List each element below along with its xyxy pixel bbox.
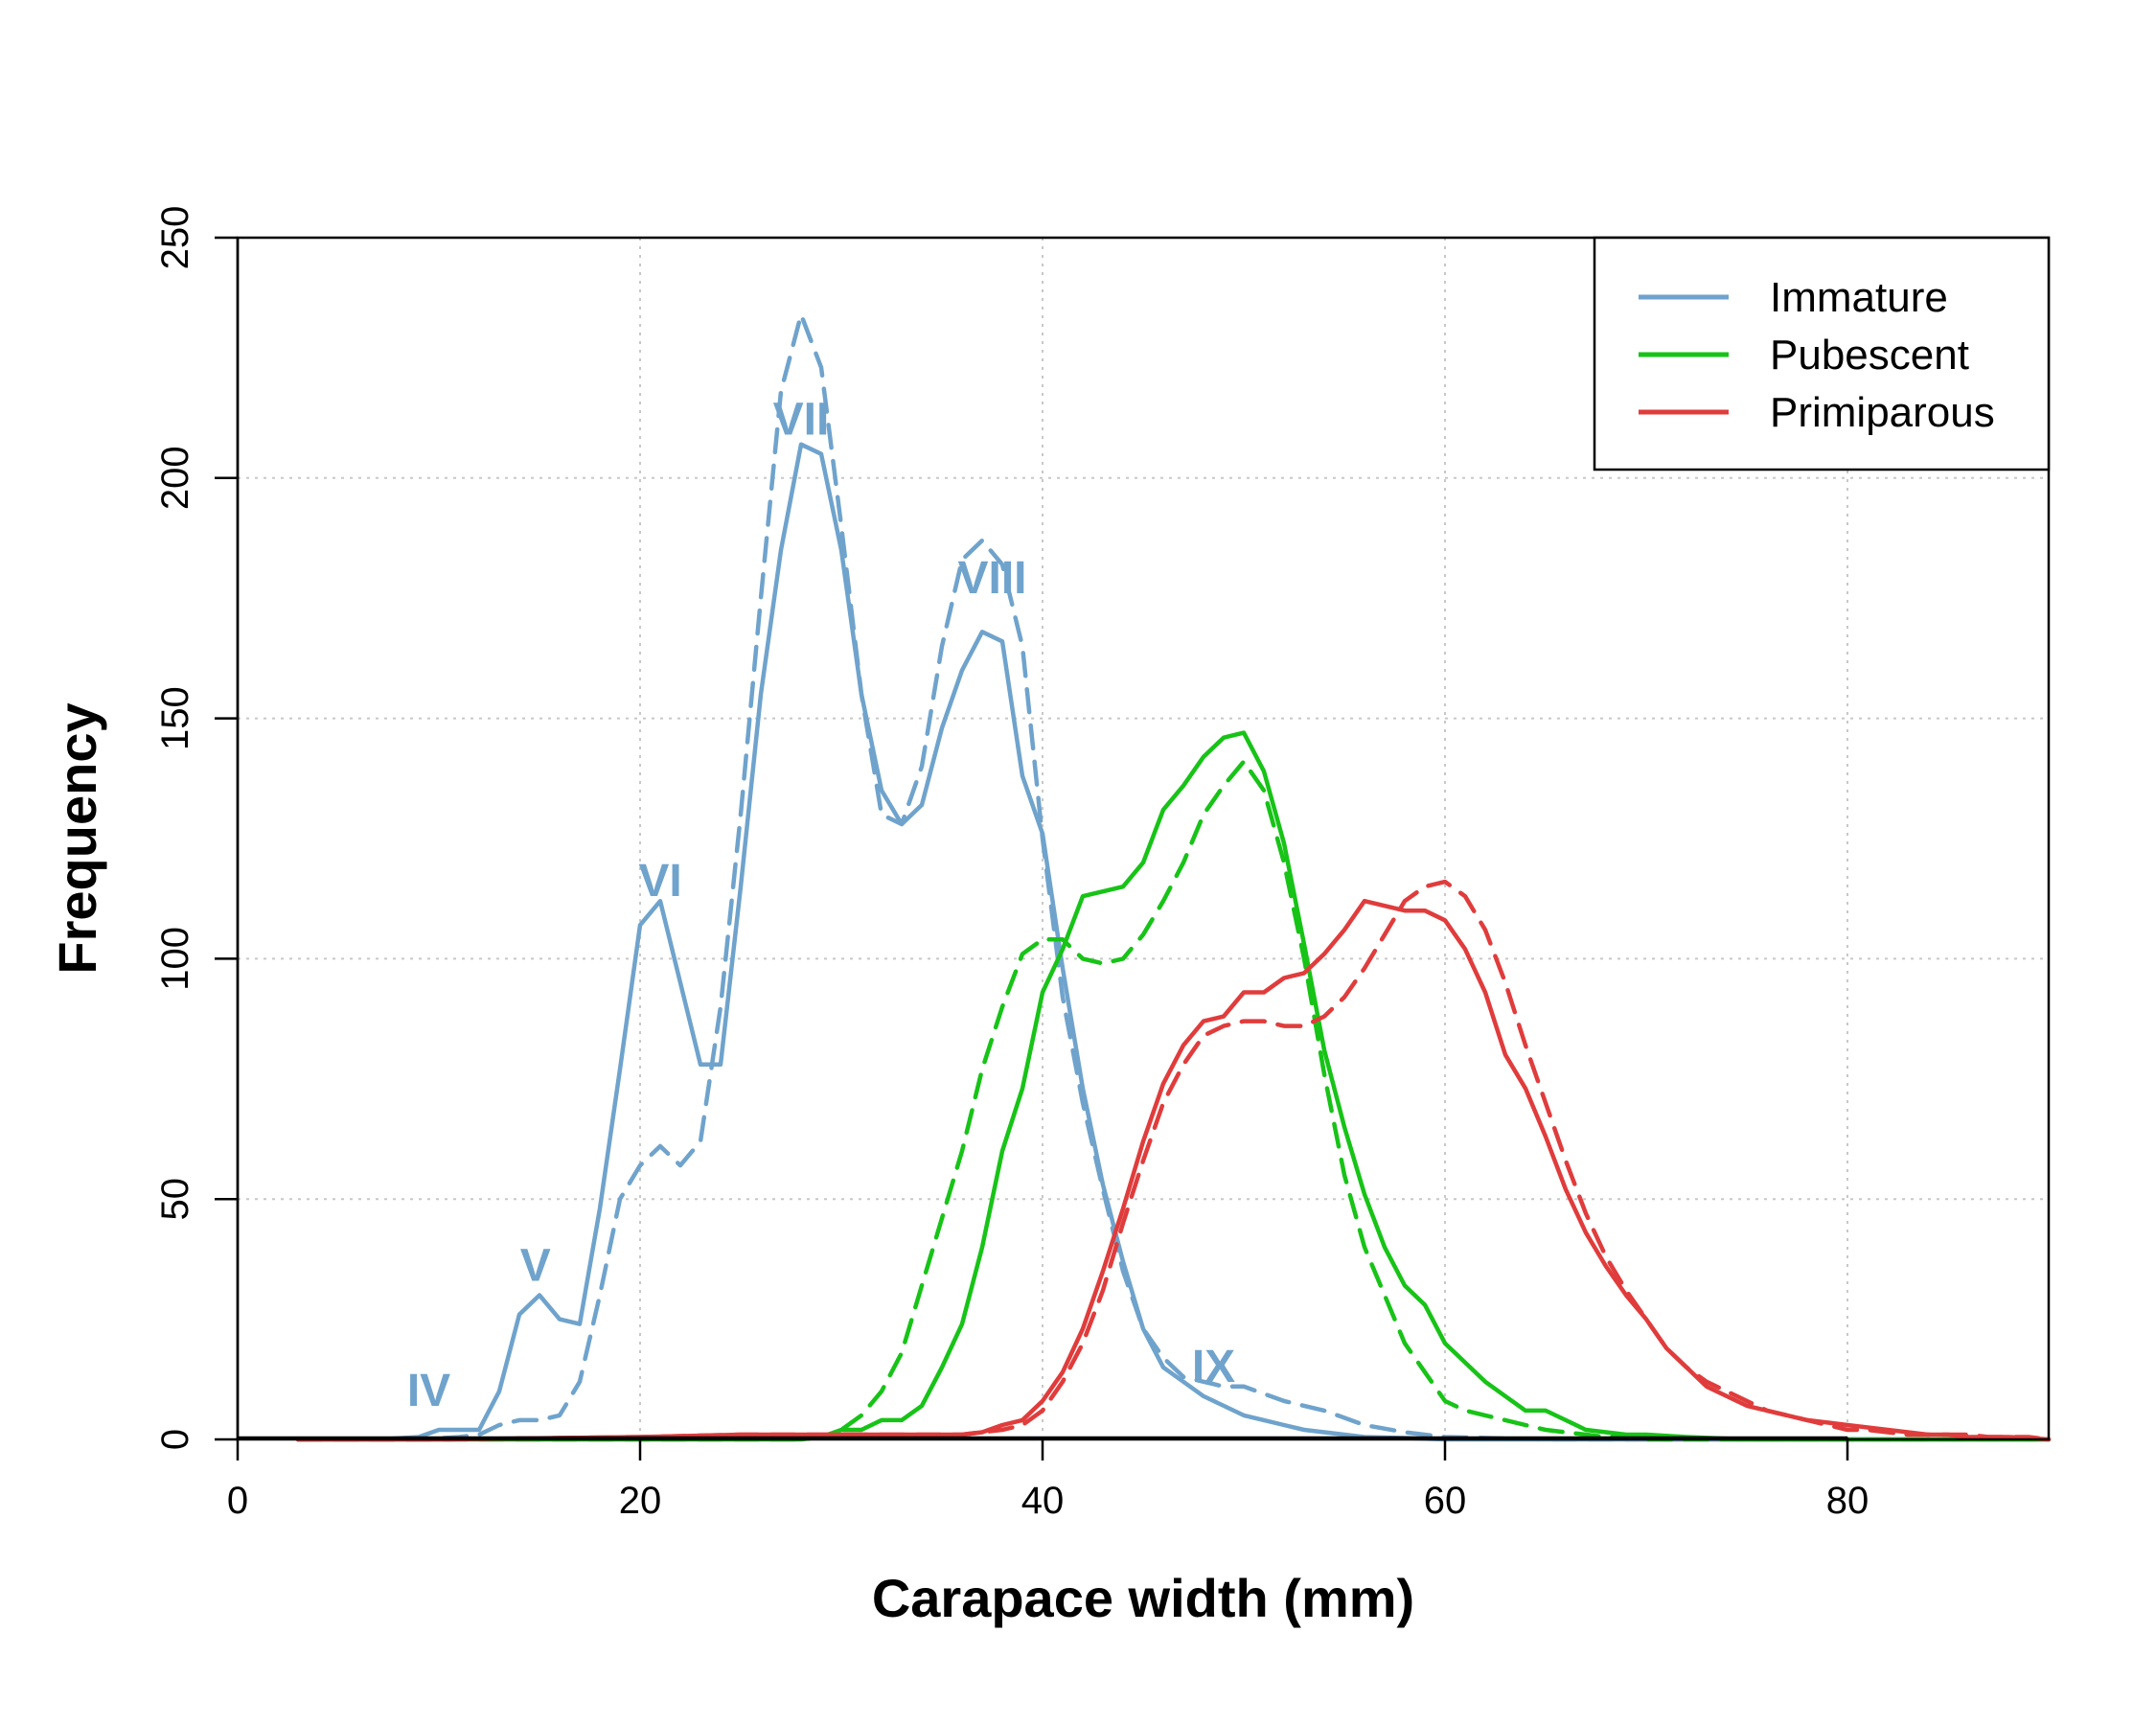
y-tick-label: 0 <box>154 1429 196 1450</box>
legend-label: Pubescent <box>1770 332 1969 379</box>
y-tick-label: 50 <box>154 1178 196 1221</box>
y-tick-label: 100 <box>154 927 196 991</box>
x-axis-title: Carapace width (mm) <box>872 1568 1414 1628</box>
y-tick-label: 150 <box>154 686 196 750</box>
instar-label: IX <box>1192 1342 1235 1392</box>
x-tick-label: 0 <box>227 1480 248 1522</box>
instar-label: VIII <box>957 553 1026 604</box>
x-tick-label: 60 <box>1424 1480 1467 1522</box>
series-line-primiparous-solid <box>295 898 2052 1442</box>
instar-labels: IV V VI VII VIII IX <box>407 395 1235 1416</box>
instar-label: V <box>520 1240 551 1291</box>
instar-label: VI <box>638 856 681 907</box>
legend-label: Immature <box>1770 274 1948 321</box>
legend-label: Primiparous <box>1770 389 1995 436</box>
x-tick-label: 80 <box>1826 1480 1869 1522</box>
series-line-pubescent-solid <box>295 730 2052 1442</box>
x-tick-label: 20 <box>619 1480 662 1522</box>
instar-label: IV <box>407 1366 450 1416</box>
y-tick-label: 200 <box>154 446 196 510</box>
y-axis-title: Frequency <box>47 702 107 974</box>
series-line-immature-solid <box>295 442 2052 1442</box>
y-tick-label: 250 <box>154 206 196 270</box>
series-line-immature-dashed <box>295 312 2052 1442</box>
legend: Immature Pubescent Primiparous <box>1593 236 2051 472</box>
series-lines <box>295 312 2052 1442</box>
instar-label: VII <box>773 395 830 446</box>
axes: 0 20 40 60 80 0 50 100 150 200 250 <box>154 206 1869 1522</box>
series-line-primiparous-dashed <box>295 879 2052 1442</box>
x-tick-label: 40 <box>1021 1480 1065 1522</box>
series-line-pubescent-dashed <box>295 759 2052 1442</box>
